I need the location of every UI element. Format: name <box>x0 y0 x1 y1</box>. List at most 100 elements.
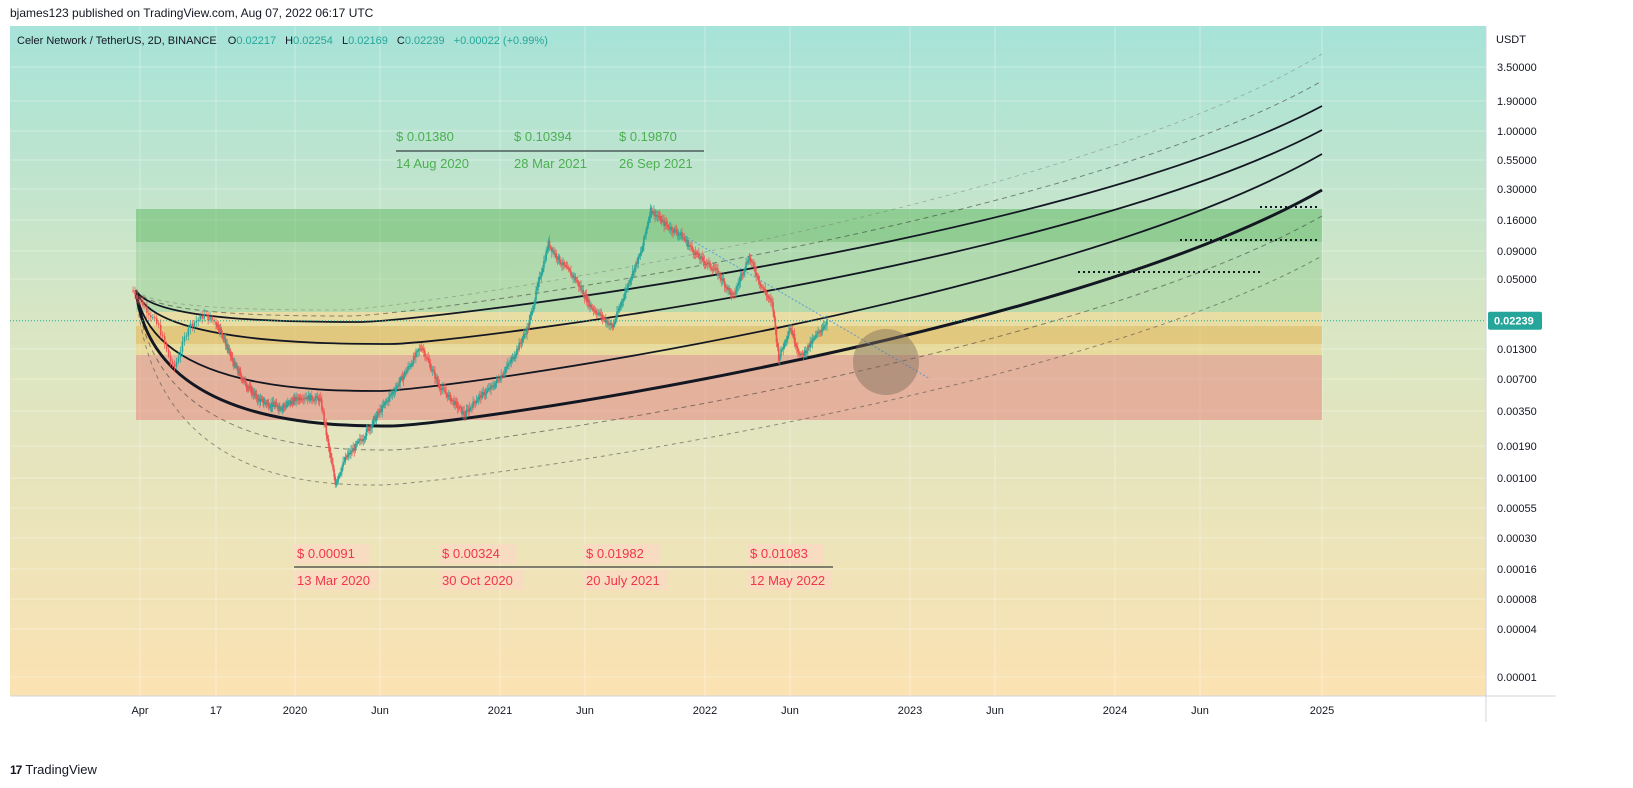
candle-body <box>731 293 734 295</box>
time-axis[interactable]: Apr 17 2020 Jun 2021 Jun 2022 Jun 2023 Jun 2024 Jun… <box>131 705 1334 717</box>
candle-body <box>544 260 546 262</box>
candle-body <box>217 324 220 330</box>
candle-body <box>535 290 537 300</box>
candle-body <box>310 395 313 400</box>
candle-body <box>654 211 656 217</box>
candle-body <box>611 325 614 328</box>
candle-body <box>575 280 578 282</box>
candle-body <box>359 438 361 441</box>
candle-body <box>142 300 144 307</box>
candle-body <box>566 267 569 269</box>
candle-body <box>435 377 437 379</box>
candle-body <box>732 293 735 295</box>
candle-body <box>459 406 462 408</box>
candle-body <box>548 240 551 248</box>
candle-body <box>662 219 664 221</box>
y-tick-label: 0.05000 <box>1497 274 1537 286</box>
candle-body <box>653 211 655 214</box>
x-tick-label: 2022 <box>693 705 717 717</box>
candle-body <box>383 402 386 406</box>
candle-body <box>582 290 585 296</box>
candle-body <box>189 323 192 329</box>
candle-body <box>700 256 702 260</box>
candle-body <box>594 310 597 313</box>
x-tick-label: Apr <box>131 705 148 717</box>
x-tick-label: 17 <box>210 705 222 717</box>
x-tick-label: Jun <box>371 705 389 717</box>
candle-body <box>728 287 731 291</box>
candle-body <box>801 353 804 355</box>
candle-body <box>381 405 384 412</box>
candle-body <box>674 228 677 230</box>
candle-body <box>471 407 473 409</box>
y-tick-label: 0.00700 <box>1497 374 1537 386</box>
candle-body <box>230 355 232 357</box>
candle-body <box>550 247 553 252</box>
candle-body <box>413 356 416 358</box>
candle-body <box>652 213 654 215</box>
candle-body <box>664 221 666 226</box>
candle-body <box>528 320 531 329</box>
candle-body <box>657 216 660 218</box>
candle-body <box>173 364 176 367</box>
price-chart[interactable]: Celer Network / TetherUS, 2D, BINANCE O0… <box>10 26 1623 754</box>
candle-body <box>193 322 196 327</box>
candle-body <box>541 268 544 273</box>
candle-body <box>682 237 684 239</box>
candle-body <box>613 321 616 324</box>
candle-body <box>821 328 824 331</box>
candle-body <box>336 479 339 482</box>
lo-price-1: $ 0.00324 <box>442 546 500 561</box>
candle-body <box>340 472 342 475</box>
candle-body <box>790 328 792 331</box>
candle-body <box>759 283 762 287</box>
candle-body <box>543 260 545 269</box>
candle-body <box>300 399 303 401</box>
candle-body <box>251 390 254 394</box>
candle-body <box>490 385 492 390</box>
candle-body <box>698 253 700 258</box>
candle-body <box>378 411 380 413</box>
y-tick-label: 0.00030 <box>1497 533 1537 545</box>
hi-date-1: 28 Mar 2021 <box>514 156 587 171</box>
candle-body <box>365 428 368 436</box>
candle-body <box>380 409 382 412</box>
candle-body <box>493 386 496 388</box>
candle-body <box>593 310 596 312</box>
candle-body <box>388 396 390 402</box>
candle-body <box>309 395 312 401</box>
candle-body <box>426 357 428 359</box>
candle-body <box>534 299 536 306</box>
candle-body <box>797 347 799 352</box>
candle-body <box>817 331 819 334</box>
candle-body <box>257 398 260 401</box>
y-tick-label: 0.09000 <box>1497 246 1537 258</box>
candle-body <box>470 407 472 409</box>
price-axis[interactable]: 3.50000 1.90000 1.00000 0.55000 0.30000 0.160… <box>1497 62 1537 684</box>
candle-body <box>726 286 728 290</box>
candle-body <box>822 326 825 329</box>
x-tick-label: 2025 <box>1310 705 1334 717</box>
tradingview-brand[interactable]: 17 TradingView <box>10 762 97 777</box>
candle-body <box>286 404 288 406</box>
candle-body <box>765 292 768 296</box>
candle-body <box>269 406 272 408</box>
candle-body <box>530 310 533 316</box>
candle-body <box>527 327 529 329</box>
candle-body <box>520 342 523 344</box>
candle-body <box>461 407 463 415</box>
candle-body <box>445 392 447 394</box>
candle-body <box>496 379 499 381</box>
candle-body <box>306 397 309 400</box>
candle-body <box>553 250 555 254</box>
candle-body <box>711 268 714 271</box>
candle-body <box>234 362 236 366</box>
high-value: 0.02254 <box>293 35 333 47</box>
candle-body <box>516 348 518 355</box>
candle-body <box>407 366 409 371</box>
candle-body <box>291 400 293 402</box>
candle-body <box>509 362 511 364</box>
candle-body <box>161 335 164 337</box>
candle-body <box>229 350 232 356</box>
candle-body <box>546 249 549 252</box>
